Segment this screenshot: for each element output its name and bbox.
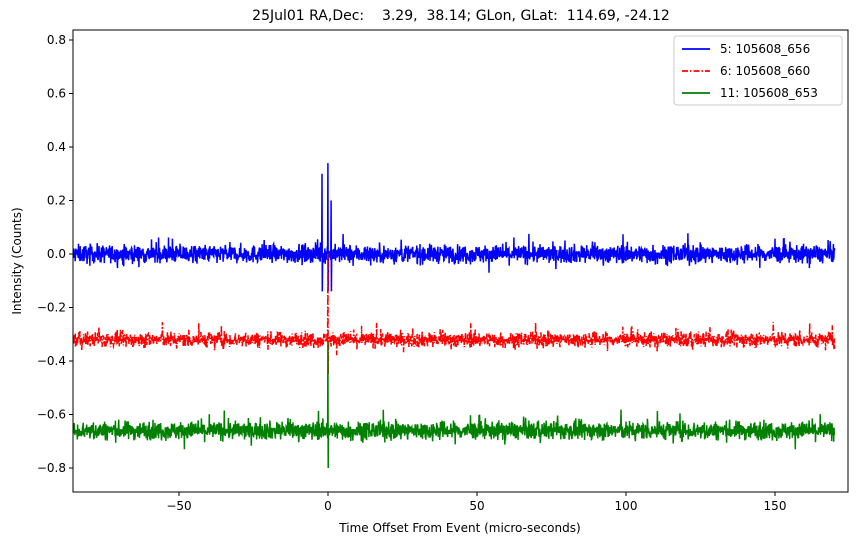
- series-line-1: [73, 163, 836, 292]
- legend-label: 11: 105608_653: [720, 86, 818, 100]
- y-tick-label: 0.6: [47, 87, 66, 101]
- y-tick-label: −0.2: [37, 301, 66, 315]
- x-tick-label: 50: [469, 499, 484, 513]
- y-tick-label: 0.8: [47, 33, 66, 47]
- y-tick-label: 0.0: [47, 247, 66, 261]
- plot-frame: [72, 29, 849, 493]
- y-axis-label: Intensity (Counts): [10, 207, 24, 314]
- x-axis: −50 0 50 100 150: [166, 492, 786, 513]
- y-tick-label: −0.8: [37, 461, 66, 475]
- y-axis: 0.8 0.6 0.4 0.2 0.0 −0.2 −0.4 −0.6 −0.8: [37, 33, 73, 475]
- legend-box: [673, 35, 843, 106]
- y-tick-label: 0.4: [47, 140, 66, 154]
- legend-label: 5: 105608_656: [720, 42, 810, 56]
- x-axis-label: Time Offset From Event (micro-seconds): [338, 521, 580, 535]
- series-line-3: [73, 342, 836, 469]
- series-line-2: [73, 253, 836, 375]
- chart-title: 25Jul01 RA,Dec: 3.29, 38.14; GLon, GLat:…: [252, 8, 670, 24]
- y-tick-label: −0.6: [37, 408, 66, 422]
- x-tick-label: 100: [615, 499, 638, 513]
- y-tick-label: 0.2: [47, 194, 66, 208]
- plot-series: [73, 163, 836, 469]
- y-tick-label: −0.4: [37, 354, 66, 368]
- x-tick-label: 150: [764, 499, 787, 513]
- legend: 5: 105608_656 6: 105608_660 11: 105608_65…: [673, 35, 843, 106]
- legend-label: 6: 105608_660: [720, 64, 810, 78]
- x-tick-label: 0: [324, 499, 332, 513]
- x-tick-label: −50: [166, 499, 191, 513]
